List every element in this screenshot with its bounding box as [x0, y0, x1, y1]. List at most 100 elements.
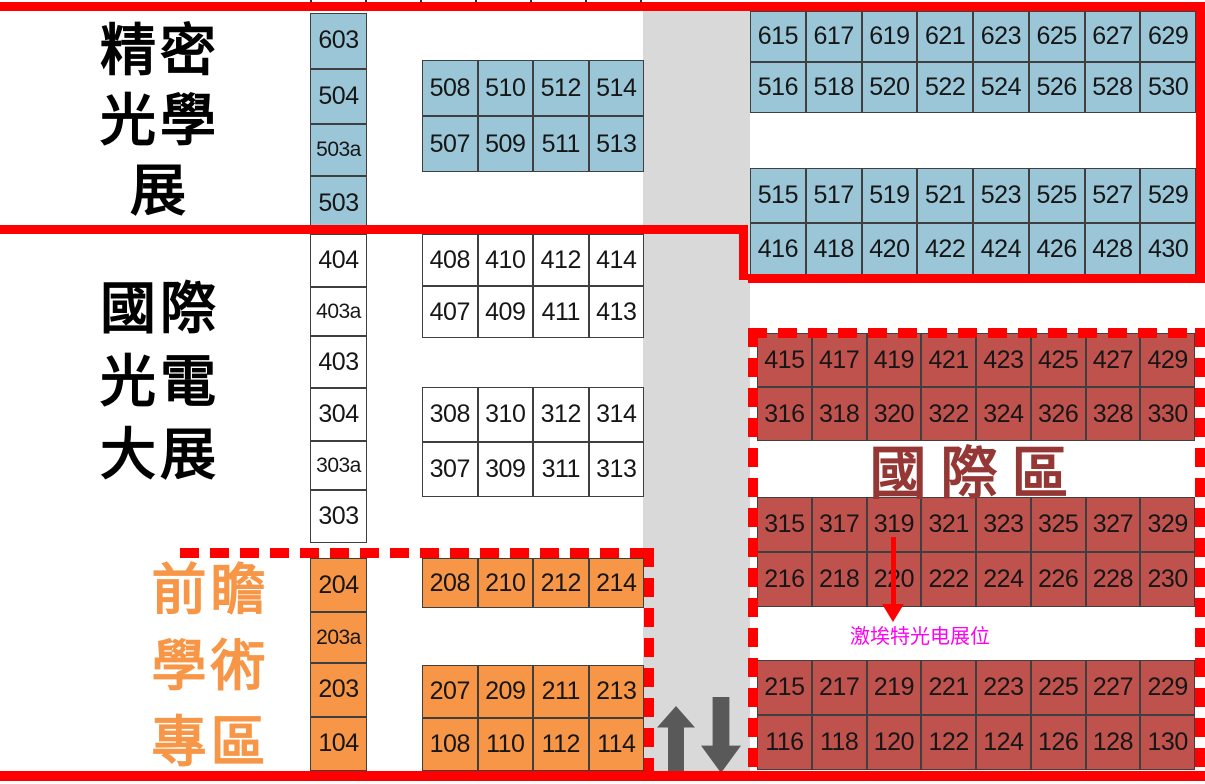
booth-522: 522	[917, 62, 973, 113]
dashed-border-intl-left	[748, 328, 758, 771]
booth-226: 226	[1030, 552, 1086, 607]
booth-516: 516	[750, 62, 806, 113]
booth-519: 519	[861, 168, 918, 223]
booth-429: 429	[1140, 333, 1195, 387]
booth-block-intl-middle: 3153173193213233253273292162182202222242…	[757, 497, 1195, 607]
booth-217: 217	[811, 660, 867, 715]
booth-314: 314	[588, 387, 644, 442]
booth-619: 619	[861, 11, 918, 62]
zone-title-intl-optoelectronics: 國際 光電 大展	[35, 272, 285, 491]
outline-divider-corner	[739, 225, 748, 280]
booth-509: 509	[477, 116, 533, 172]
booth-503: 503	[310, 175, 367, 231]
dashed-border-intl-right	[1195, 328, 1205, 771]
booth-521: 521	[917, 168, 973, 223]
booth-214: 214	[588, 558, 644, 608]
booth-425: 425	[1030, 333, 1086, 387]
booth-213: 213	[588, 665, 644, 718]
booth-407: 407	[422, 286, 478, 338]
dashed-border-academic-top	[180, 548, 654, 558]
booth-529: 529	[1140, 168, 1196, 223]
booth-126: 126	[1030, 715, 1086, 770]
booth-512: 512	[533, 60, 589, 116]
booth-424: 424	[973, 222, 1029, 277]
booth-325: 325	[1030, 497, 1086, 552]
zone-title-line: 專區	[151, 711, 270, 773]
booth-629: 629	[1140, 11, 1196, 62]
booth-408: 408	[422, 234, 478, 286]
booth-block-intl-top: 415 417 419 421 423 425 427 429 316 318 320 322 324 3…	[757, 333, 1195, 441]
down-pointer-arrowhead	[882, 604, 904, 622]
booth-122: 122	[921, 715, 976, 770]
booth-507: 507	[422, 116, 478, 172]
booth-403: 403	[310, 335, 367, 389]
booth-block-blue-mid: 508 510 512 514 507 509 511 513	[422, 60, 644, 172]
booth-104: 104	[310, 716, 367, 771]
booth-625: 625	[1028, 11, 1085, 62]
booth-227: 227	[1085, 660, 1141, 715]
booth-409: 409	[477, 286, 533, 338]
booth-225: 225	[1030, 660, 1086, 715]
booth-503a: 503a	[310, 124, 367, 176]
booth-426: 426	[1028, 222, 1085, 277]
booth-112: 112	[533, 718, 589, 771]
booth-411: 411	[533, 286, 589, 338]
booth-224: 224	[976, 552, 1031, 607]
booth-310: 310	[477, 387, 533, 442]
booth-504: 504	[310, 68, 367, 124]
booth-313: 313	[588, 442, 644, 497]
booth-524: 524	[973, 62, 1029, 113]
booth-311: 311	[533, 442, 589, 497]
booth-419: 419	[866, 333, 922, 387]
booth-228: 228	[1085, 552, 1141, 607]
zone-title-line: 大展	[100, 423, 220, 486]
booth-428: 428	[1084, 222, 1141, 277]
booth-427: 427	[1085, 333, 1141, 387]
booth-208: 208	[422, 558, 478, 608]
booth-530: 530	[1140, 62, 1196, 113]
booth-block-blue-right-mid: 515 517 519 521 523 525 527 529 416 418 420 422 424 4…	[750, 168, 1196, 277]
booth-216: 216	[757, 552, 812, 607]
zone-title-line: 光電	[100, 350, 220, 413]
booth-415: 415	[757, 333, 812, 387]
booth-note-label: 激埃特光电展位	[850, 626, 990, 648]
booth-528: 528	[1084, 62, 1141, 113]
booth-block-orange-left-column: 204 203a 203 104	[310, 558, 367, 771]
booth-510: 510	[477, 60, 533, 116]
booth-309: 309	[477, 442, 533, 497]
zone-title-line: 光學	[100, 89, 220, 152]
booth-116: 116	[757, 715, 812, 770]
booth-block-orange-mid-bottom: 207 209 211 213 108 110 112 114	[422, 665, 644, 771]
booth-412: 412	[533, 234, 589, 286]
booth-514: 514	[588, 60, 644, 116]
booth-114: 114	[588, 718, 644, 771]
booth-423: 423	[976, 333, 1031, 387]
booth-623: 623	[973, 11, 1029, 62]
booth-523: 523	[973, 168, 1029, 223]
booth-330: 330	[1140, 387, 1195, 441]
booth-603: 603	[310, 13, 367, 69]
booth-219: 219	[866, 660, 922, 715]
booth-203a: 203a	[310, 612, 367, 663]
dashed-border-intl-top	[748, 328, 1205, 338]
booth-416: 416	[750, 222, 806, 277]
zone-title-academic: 前瞻 學術 專區	[118, 552, 303, 780]
booth-130: 130	[1140, 715, 1195, 770]
booth-124: 124	[976, 715, 1031, 770]
booth-421: 421	[921, 333, 976, 387]
zone-title-line: 展	[130, 159, 190, 222]
down-pointer-arrow	[891, 537, 896, 605]
booth-414: 414	[588, 234, 644, 286]
booth-block-blue-right-top: 615 617 619 621 623 625 627 629 516 518 520 522 524 5…	[750, 11, 1196, 113]
booth-527: 527	[1084, 168, 1141, 223]
booth-120: 120	[866, 715, 922, 770]
booth-303: 303	[310, 490, 367, 543]
booth-518: 518	[805, 62, 862, 113]
booth-525: 525	[1028, 168, 1085, 223]
booth-221: 221	[921, 660, 976, 715]
booth-417: 417	[811, 333, 867, 387]
booth-215: 215	[757, 660, 812, 715]
international-area-label: 國際區	[869, 442, 1083, 506]
booth-229: 229	[1140, 660, 1195, 715]
